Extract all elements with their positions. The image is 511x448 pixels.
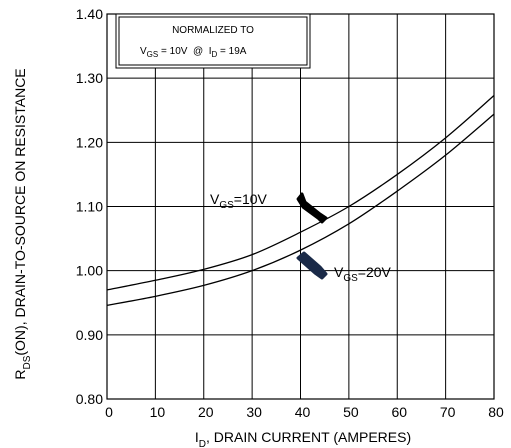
series-line-1 xyxy=(106,113,495,306)
y-tick-label-6: 1.40 xyxy=(76,6,103,22)
x-tick-label-0: 0 xyxy=(105,404,113,420)
x-tick-label-1: 10 xyxy=(150,404,166,420)
x-tick-labels: 0 10 20 30 40 50 60 70 80 xyxy=(105,404,504,420)
y-tick-labels: 0.80 0.90 1.00 1.10 1.20 1.30 1.40 xyxy=(76,6,103,407)
series-label-vgs20-text: VGS=20V xyxy=(334,264,392,284)
x-tick-label-7: 70 xyxy=(440,404,456,420)
y-tick-label-4: 1.20 xyxy=(76,134,103,150)
x-tick-label-2: 20 xyxy=(198,404,214,420)
x-tick-label-4: 40 xyxy=(295,404,311,420)
annotation-line1: NORMALIZED TO xyxy=(172,25,254,36)
arrow-vgs20 xyxy=(296,251,328,280)
annotation-box: NORMALIZED TO VGS = 10V @ ID = 19A xyxy=(115,13,311,69)
y-tick-label-2: 1.00 xyxy=(76,263,103,279)
series-label-vgs10-text: VGS=10V xyxy=(210,191,268,211)
y-tick-label-1: 0.90 xyxy=(76,327,103,343)
x-axis-title: ID, DRAIN CURRENT (AMPERES) xyxy=(195,429,411,448)
arrow-vgs10 xyxy=(296,192,328,224)
x-tick-label-8: 80 xyxy=(488,404,504,420)
series-line-0 xyxy=(106,95,495,291)
y-tick-label-5: 1.30 xyxy=(76,70,103,86)
series-label-vgs20: VGS=20V xyxy=(296,251,392,284)
y-tick-label-0: 0.80 xyxy=(76,391,103,407)
grid xyxy=(106,13,495,400)
annotation-line2: VGS = 10V @ ID = 19A xyxy=(140,46,247,59)
series-label-vgs10: VGS=10V xyxy=(210,191,328,224)
x-tick-label-3: 30 xyxy=(246,404,262,420)
x-tick-label-5: 50 xyxy=(343,404,359,420)
y-tick-label-3: 1.10 xyxy=(76,199,103,215)
x-tick-label-6: 60 xyxy=(391,404,407,420)
series-layer xyxy=(106,95,495,306)
y-axis-title: RDS(ON), DRAIN-TO-SOURCE ON RESISTANCE xyxy=(12,68,33,379)
